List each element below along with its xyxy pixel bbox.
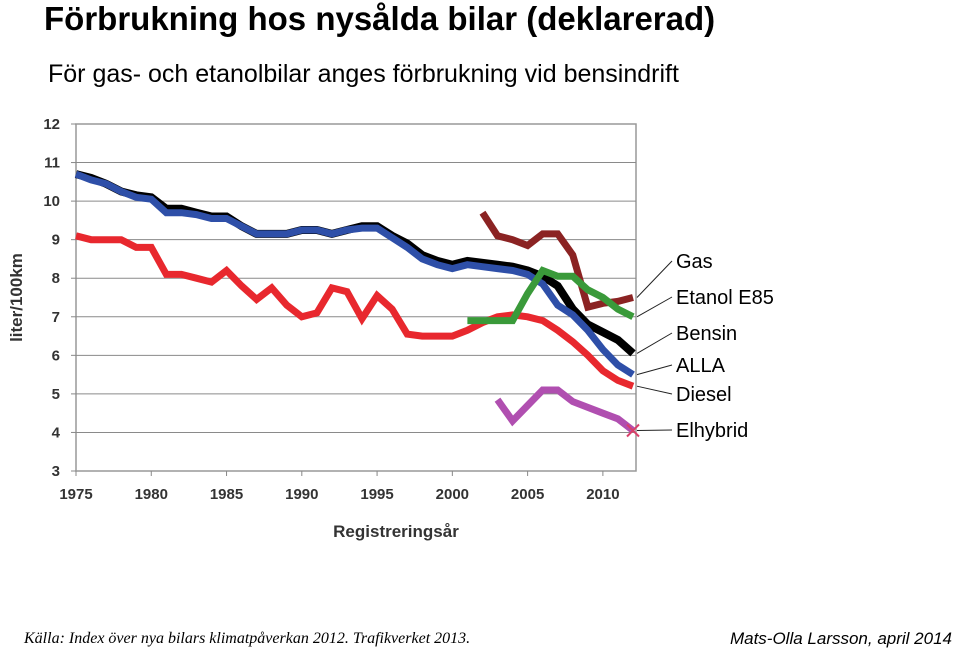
- x-axis-label: Registreringsår: [333, 522, 459, 541]
- series-line-elhybrid: [494, 386, 636, 434]
- x-tick-label: 1980: [135, 486, 168, 503]
- x-tick-label: 1990: [285, 486, 318, 503]
- legend-label-etanol-e85: Etanol E85: [676, 287, 774, 309]
- y-tick-label: 7: [52, 309, 60, 326]
- x-tick-label: 1985: [210, 486, 243, 503]
- leader-line: [636, 385, 673, 395]
- y-tick-label: 10: [43, 193, 60, 210]
- y-tick-label: 12: [43, 116, 60, 133]
- page-title: Förbrukning hos nysålda bilar (deklarera…: [44, 0, 716, 37]
- y-tick-label: 11: [44, 155, 60, 172]
- series-line-alla: [74, 170, 635, 378]
- legend-label-bensin: Bensin: [676, 323, 737, 345]
- x-tick-label: 2005: [511, 486, 544, 503]
- source-citation: Källa: Index över nya bilars klimatpåver…: [24, 630, 471, 647]
- y-tick-label: 8: [52, 270, 60, 287]
- series-line-diesel: [75, 232, 635, 390]
- leader-line: [636, 429, 673, 432]
- page-subtitle: För gas- och etanolbilar anges förbrukni…: [48, 60, 679, 88]
- y-tick-label: 3: [52, 463, 60, 480]
- y-tick-label: 4: [52, 424, 61, 441]
- x-tick-label: 2000: [436, 486, 469, 503]
- legend-label-diesel: Diesel: [676, 384, 732, 406]
- x-tick-label: 1995: [360, 486, 393, 503]
- leader-line: [636, 296, 673, 318]
- legend-label-elhybrid: Elhybrid: [676, 420, 748, 442]
- leader-line: [636, 364, 673, 376]
- elhybrid-end-marker: [626, 423, 640, 438]
- leader-line: [636, 260, 673, 298]
- legend-label-gas: Gas: [676, 251, 713, 273]
- author-credit: Mats-Olla Larsson, april 2014: [729, 629, 952, 648]
- plot-area: [75, 123, 637, 472]
- series-line-etanol-e85: [467, 266, 635, 325]
- y-tick-label: 5: [52, 386, 60, 403]
- y-tick-label: 9: [52, 232, 60, 249]
- legend-label-alla: ALLA: [676, 355, 726, 377]
- leader-line: [636, 332, 673, 354]
- x-tick-label: 1975: [59, 486, 92, 503]
- y-axis-label: liter/100km: [7, 253, 26, 342]
- y-tick-label: 6: [52, 347, 60, 364]
- x-tick-label: 2010: [586, 486, 619, 503]
